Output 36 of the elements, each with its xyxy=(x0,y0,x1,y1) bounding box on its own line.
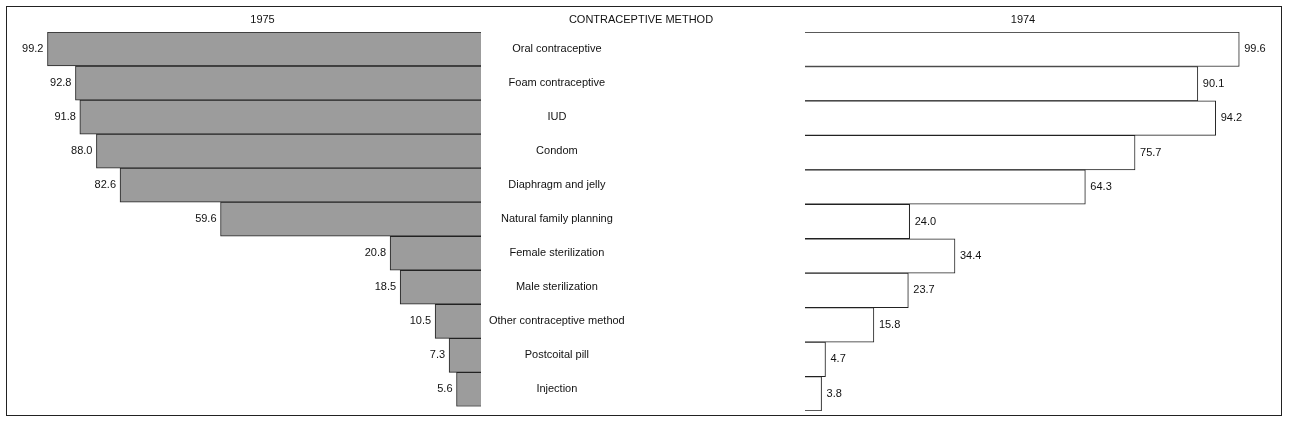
y-tick-label: Oral contraceptive xyxy=(512,42,602,55)
data-label: 99.2 xyxy=(22,42,44,55)
data-label: 5.6 xyxy=(437,382,453,395)
y-tick-label: Natural family planning xyxy=(500,212,613,225)
chart-title: 1975 xyxy=(250,13,275,26)
data-label: 10.5 xyxy=(409,314,432,327)
data-label: 59.6 xyxy=(195,212,217,225)
data-label: 92.8 xyxy=(50,76,72,89)
data-label: 99.6 xyxy=(1244,42,1266,55)
data-label: 91.8 xyxy=(54,110,76,123)
data-label: 7.3 xyxy=(429,348,446,361)
data-label: 94.2 xyxy=(1220,111,1243,124)
y-tick-label: Postcoital pill xyxy=(524,348,589,361)
y-tick-label: Other contraceptive method xyxy=(488,314,625,327)
data-label: 4.7 xyxy=(830,352,846,365)
data-label: 64.3 xyxy=(1090,180,1112,193)
chart-title: 1974 xyxy=(1010,13,1036,26)
y-tick-label: Male sterilization xyxy=(515,280,598,293)
data-label: 23.7 xyxy=(913,283,935,296)
y-tick-label: Condom xyxy=(536,144,578,157)
y-tick-label: Injection xyxy=(536,382,578,395)
y-tick-label: IUD xyxy=(547,110,567,123)
y-axis-title: CONTRACEPTIVE METHOD xyxy=(568,13,714,26)
y-tick-label: Female sterilization xyxy=(509,246,605,259)
data-label: 15.8 xyxy=(878,317,901,330)
data-label: 88.0 xyxy=(71,144,93,157)
y-tick-label: Foam contraceptive xyxy=(508,76,606,89)
data-label: 18.5 xyxy=(374,280,397,293)
data-label: 82.6 xyxy=(94,178,117,191)
data-label: 75.7 xyxy=(1140,145,1162,158)
data-label: 20.8 xyxy=(364,246,387,259)
data-label: 3.8 xyxy=(826,386,842,399)
data-label: 90.1 xyxy=(1202,76,1225,89)
data-label: 24.0 xyxy=(914,214,937,227)
y-tick-label: Diaphragm and jelly xyxy=(508,178,606,191)
data-label: 34.4 xyxy=(959,248,982,261)
